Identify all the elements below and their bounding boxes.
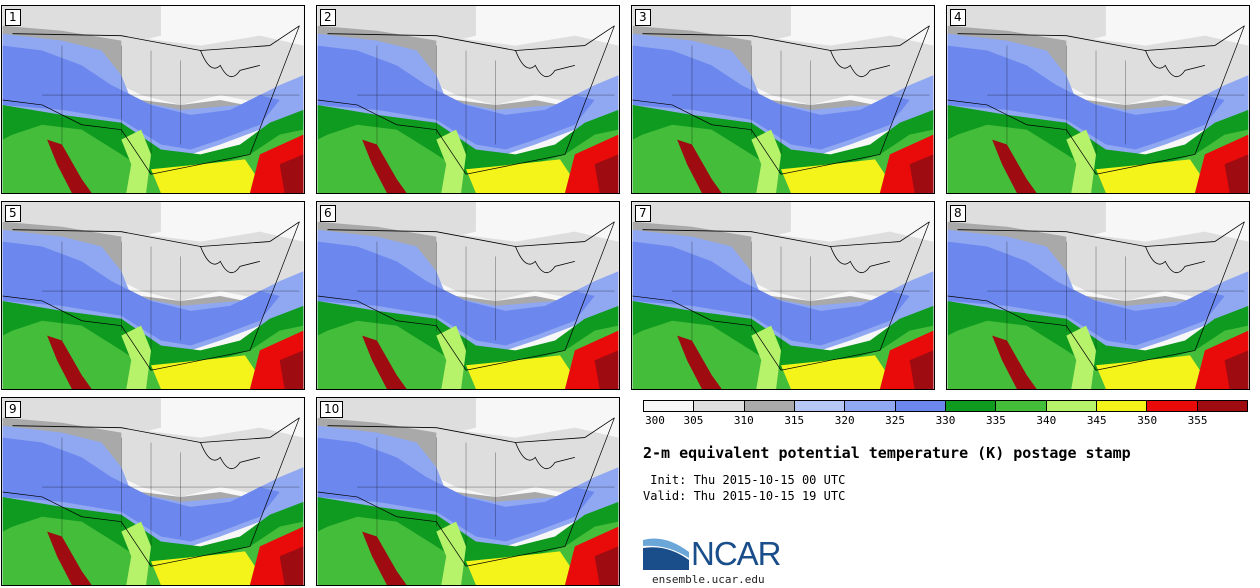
- map-image: [317, 6, 619, 193]
- map-image: [2, 202, 304, 389]
- ensemble-url[interactable]: ensemble.ucar.edu: [652, 573, 765, 586]
- map-image: [632, 202, 934, 389]
- map-panel[interactable]: 10: [316, 397, 620, 586]
- panel-number: 4: [950, 9, 966, 26]
- page-title: 2-m equivalent potential temperature (K)…: [643, 444, 1131, 462]
- ncar-swoosh-icon: [643, 538, 689, 570]
- colorbar-swatch: [1046, 401, 1097, 411]
- colorbar-swatch: [845, 401, 896, 411]
- map-panel[interactable]: 4: [946, 5, 1250, 194]
- map-image: [947, 202, 1249, 389]
- map-image: [317, 202, 619, 389]
- map-image: [947, 6, 1249, 193]
- map-image: [2, 398, 304, 585]
- colorbar-swatch: [1197, 401, 1247, 411]
- colorbar-tick-label: 315: [784, 414, 805, 427]
- map-panel[interactable]: 7: [631, 201, 935, 390]
- time-info: Init: Thu 2015-10-15 00 UTC Valid: Thu 20…: [643, 472, 845, 504]
- panel-number: 8: [950, 205, 966, 222]
- ncar-logo[interactable]: NCAR: [643, 532, 793, 572]
- colorbar-tick-label: 355: [1187, 414, 1208, 427]
- colorbar-swatch: [1096, 401, 1148, 411]
- panel-number: 1: [5, 9, 21, 26]
- colorbar-tick-label: 310: [733, 414, 754, 427]
- colorbar-tick-label: 335: [985, 414, 1006, 427]
- panel-number: 9: [5, 401, 21, 418]
- colorbar-swatch: [945, 401, 997, 411]
- map-image: [632, 6, 934, 193]
- map-panel[interactable]: 6: [316, 201, 620, 390]
- map-panel[interactable]: 1: [1, 5, 305, 194]
- map-panel[interactable]: 2: [316, 5, 620, 194]
- colorbar-swatch: [1147, 401, 1198, 411]
- colorbar-tick-label: 330: [935, 414, 956, 427]
- map-panel[interactable]: 9: [1, 397, 305, 586]
- panel-number: 10: [320, 401, 344, 418]
- map-panel[interactable]: 3: [631, 5, 935, 194]
- colorbar-labels: 300 305 310 315 320 325 330 335 340 345 350 355: [643, 415, 1248, 429]
- panel-number: 6: [320, 205, 336, 222]
- panel-number: 7: [635, 205, 651, 222]
- colorbar-tick-label: 320: [834, 414, 855, 427]
- panel-number: 2: [320, 9, 336, 26]
- colorbar-tick-label: 340: [1036, 414, 1057, 427]
- panel-number: 3: [635, 9, 651, 26]
- colorbar-swatch: [694, 401, 745, 411]
- colorbar-tick-label: 325: [885, 414, 906, 427]
- panel-number: 5: [5, 205, 21, 222]
- colorbar-swatch: [794, 401, 846, 411]
- map-image: [317, 398, 619, 585]
- colorbar-swatch: [895, 401, 946, 411]
- colorbar: [643, 400, 1248, 412]
- ncar-wordmark: NCAR: [691, 535, 782, 572]
- map-panel[interactable]: 8: [946, 201, 1250, 390]
- colorbar-tick-label: 345: [1086, 414, 1107, 427]
- map-image: [2, 6, 304, 193]
- colorbar-tick-label: 350: [1137, 414, 1158, 427]
- colorbar-tick-label: 305: [683, 414, 704, 427]
- colorbar-tick-label: 300: [645, 414, 665, 427]
- colorbar-swatch: [644, 401, 695, 411]
- map-panel[interactable]: 5: [1, 201, 305, 390]
- colorbar-swatch: [744, 401, 795, 411]
- valid-time: Valid: Thu 2015-10-15 19 UTC: [643, 489, 846, 503]
- init-time: Init: Thu 2015-10-15 00 UTC: [643, 473, 846, 487]
- colorbar-swatch: [996, 401, 1047, 411]
